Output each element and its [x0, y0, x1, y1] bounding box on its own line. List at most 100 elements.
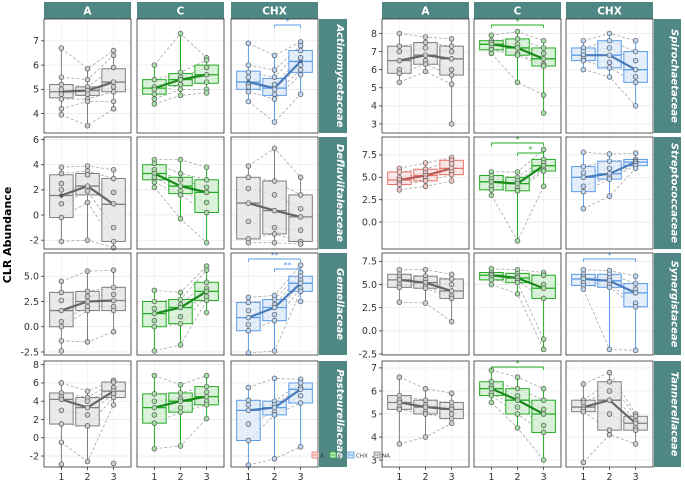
data-point — [422, 397, 429, 403]
data-point — [151, 76, 158, 83]
data-point — [514, 392, 521, 399]
data-point — [632, 37, 639, 44]
row-strip-label: Actinomycetaceae — [334, 24, 345, 128]
median-marker — [59, 193, 64, 198]
x-tick-label: 2 — [514, 472, 520, 483]
significance-label: ** — [271, 251, 279, 260]
data-point — [540, 411, 547, 417]
column-strip — [566, 2, 653, 19]
data-point — [488, 385, 495, 392]
panel-border — [43, 252, 132, 356]
y-tick-label: 7 — [371, 47, 377, 58]
data-point — [448, 411, 455, 417]
data-point — [606, 158, 613, 164]
panel: * 1 2 3 — [473, 359, 562, 483]
panel — [230, 136, 319, 250]
data-point — [580, 174, 587, 181]
data-point — [203, 79, 210, 85]
data-point — [448, 318, 455, 325]
data-point — [151, 174, 158, 181]
data-point — [297, 62, 304, 68]
data-point — [58, 323, 65, 330]
panel: 1 2 3 — [230, 360, 319, 483]
data-point — [396, 277, 403, 283]
data-point — [297, 444, 304, 450]
data-point — [58, 307, 65, 314]
data-point — [396, 299, 403, 305]
data-point — [514, 404, 521, 410]
legend-label: NA — [382, 454, 390, 460]
data-point — [151, 184, 158, 191]
data-point — [540, 385, 547, 392]
data-point — [271, 119, 278, 125]
data-point — [488, 179, 495, 185]
data-point — [540, 295, 547, 302]
legend: A C CHX NA — [311, 451, 390, 460]
data-point — [396, 48, 403, 55]
data-point — [632, 57, 639, 64]
data-point — [540, 92, 547, 98]
data-point — [84, 122, 91, 129]
panel — [381, 18, 470, 134]
data-point — [297, 91, 304, 97]
data-point — [580, 149, 587, 155]
data-point — [396, 399, 403, 406]
data-point — [58, 105, 65, 112]
data-point — [151, 412, 158, 418]
data-point — [203, 389, 210, 395]
data-point — [297, 67, 304, 73]
data-point — [110, 79, 117, 85]
data-point — [245, 74, 252, 80]
data-point — [203, 239, 210, 246]
data-point — [203, 90, 210, 96]
data-point — [606, 284, 613, 291]
column-strip-label: CHX — [262, 6, 287, 18]
panel — [43, 136, 132, 251]
data-point — [422, 34, 429, 40]
legend-label: A — [320, 454, 324, 460]
y-tick-label: 6 — [371, 65, 377, 76]
data-point — [58, 214, 65, 221]
y-tick-label: 6 — [33, 135, 39, 146]
data-point — [540, 336, 547, 342]
data-point — [203, 393, 210, 400]
data-point — [271, 81, 278, 88]
data-point — [203, 184, 210, 191]
data-point — [422, 300, 429, 306]
data-point — [396, 169, 403, 175]
data-point — [540, 285, 547, 291]
data-point — [514, 397, 521, 403]
data-point — [151, 310, 158, 317]
data-point — [514, 238, 521, 244]
data-point — [58, 439, 65, 446]
data-point — [245, 402, 252, 408]
y-tick-label: 7.5 — [362, 257, 377, 268]
data-point — [151, 404, 158, 411]
panel — [565, 18, 654, 134]
panel — [136, 252, 225, 356]
data-point — [580, 459, 587, 466]
x-tick-label: 2 — [177, 472, 183, 483]
column-strip-label: C — [514, 6, 522, 18]
data-point — [203, 383, 210, 390]
data-point — [177, 409, 184, 415]
data-point — [632, 304, 639, 310]
x-tick-label: 3 — [633, 472, 639, 483]
row-strip-label: Defluviitaleaceae — [334, 144, 345, 242]
data-point — [540, 37, 547, 44]
data-point — [84, 293, 91, 300]
data-point — [271, 296, 278, 303]
y-tick-label: 2 — [33, 415, 39, 426]
y-tick-label: 3 — [371, 119, 377, 130]
data-point — [580, 205, 587, 212]
data-point — [245, 174, 252, 181]
data-point — [177, 177, 184, 183]
data-point — [297, 174, 304, 181]
data-point — [632, 280, 639, 287]
panel: 1 2 3 — [381, 360, 470, 483]
data-point — [84, 188, 91, 194]
data-point — [606, 411, 613, 417]
data-point — [297, 262, 304, 268]
data-point — [177, 296, 184, 303]
data-point — [151, 298, 158, 305]
